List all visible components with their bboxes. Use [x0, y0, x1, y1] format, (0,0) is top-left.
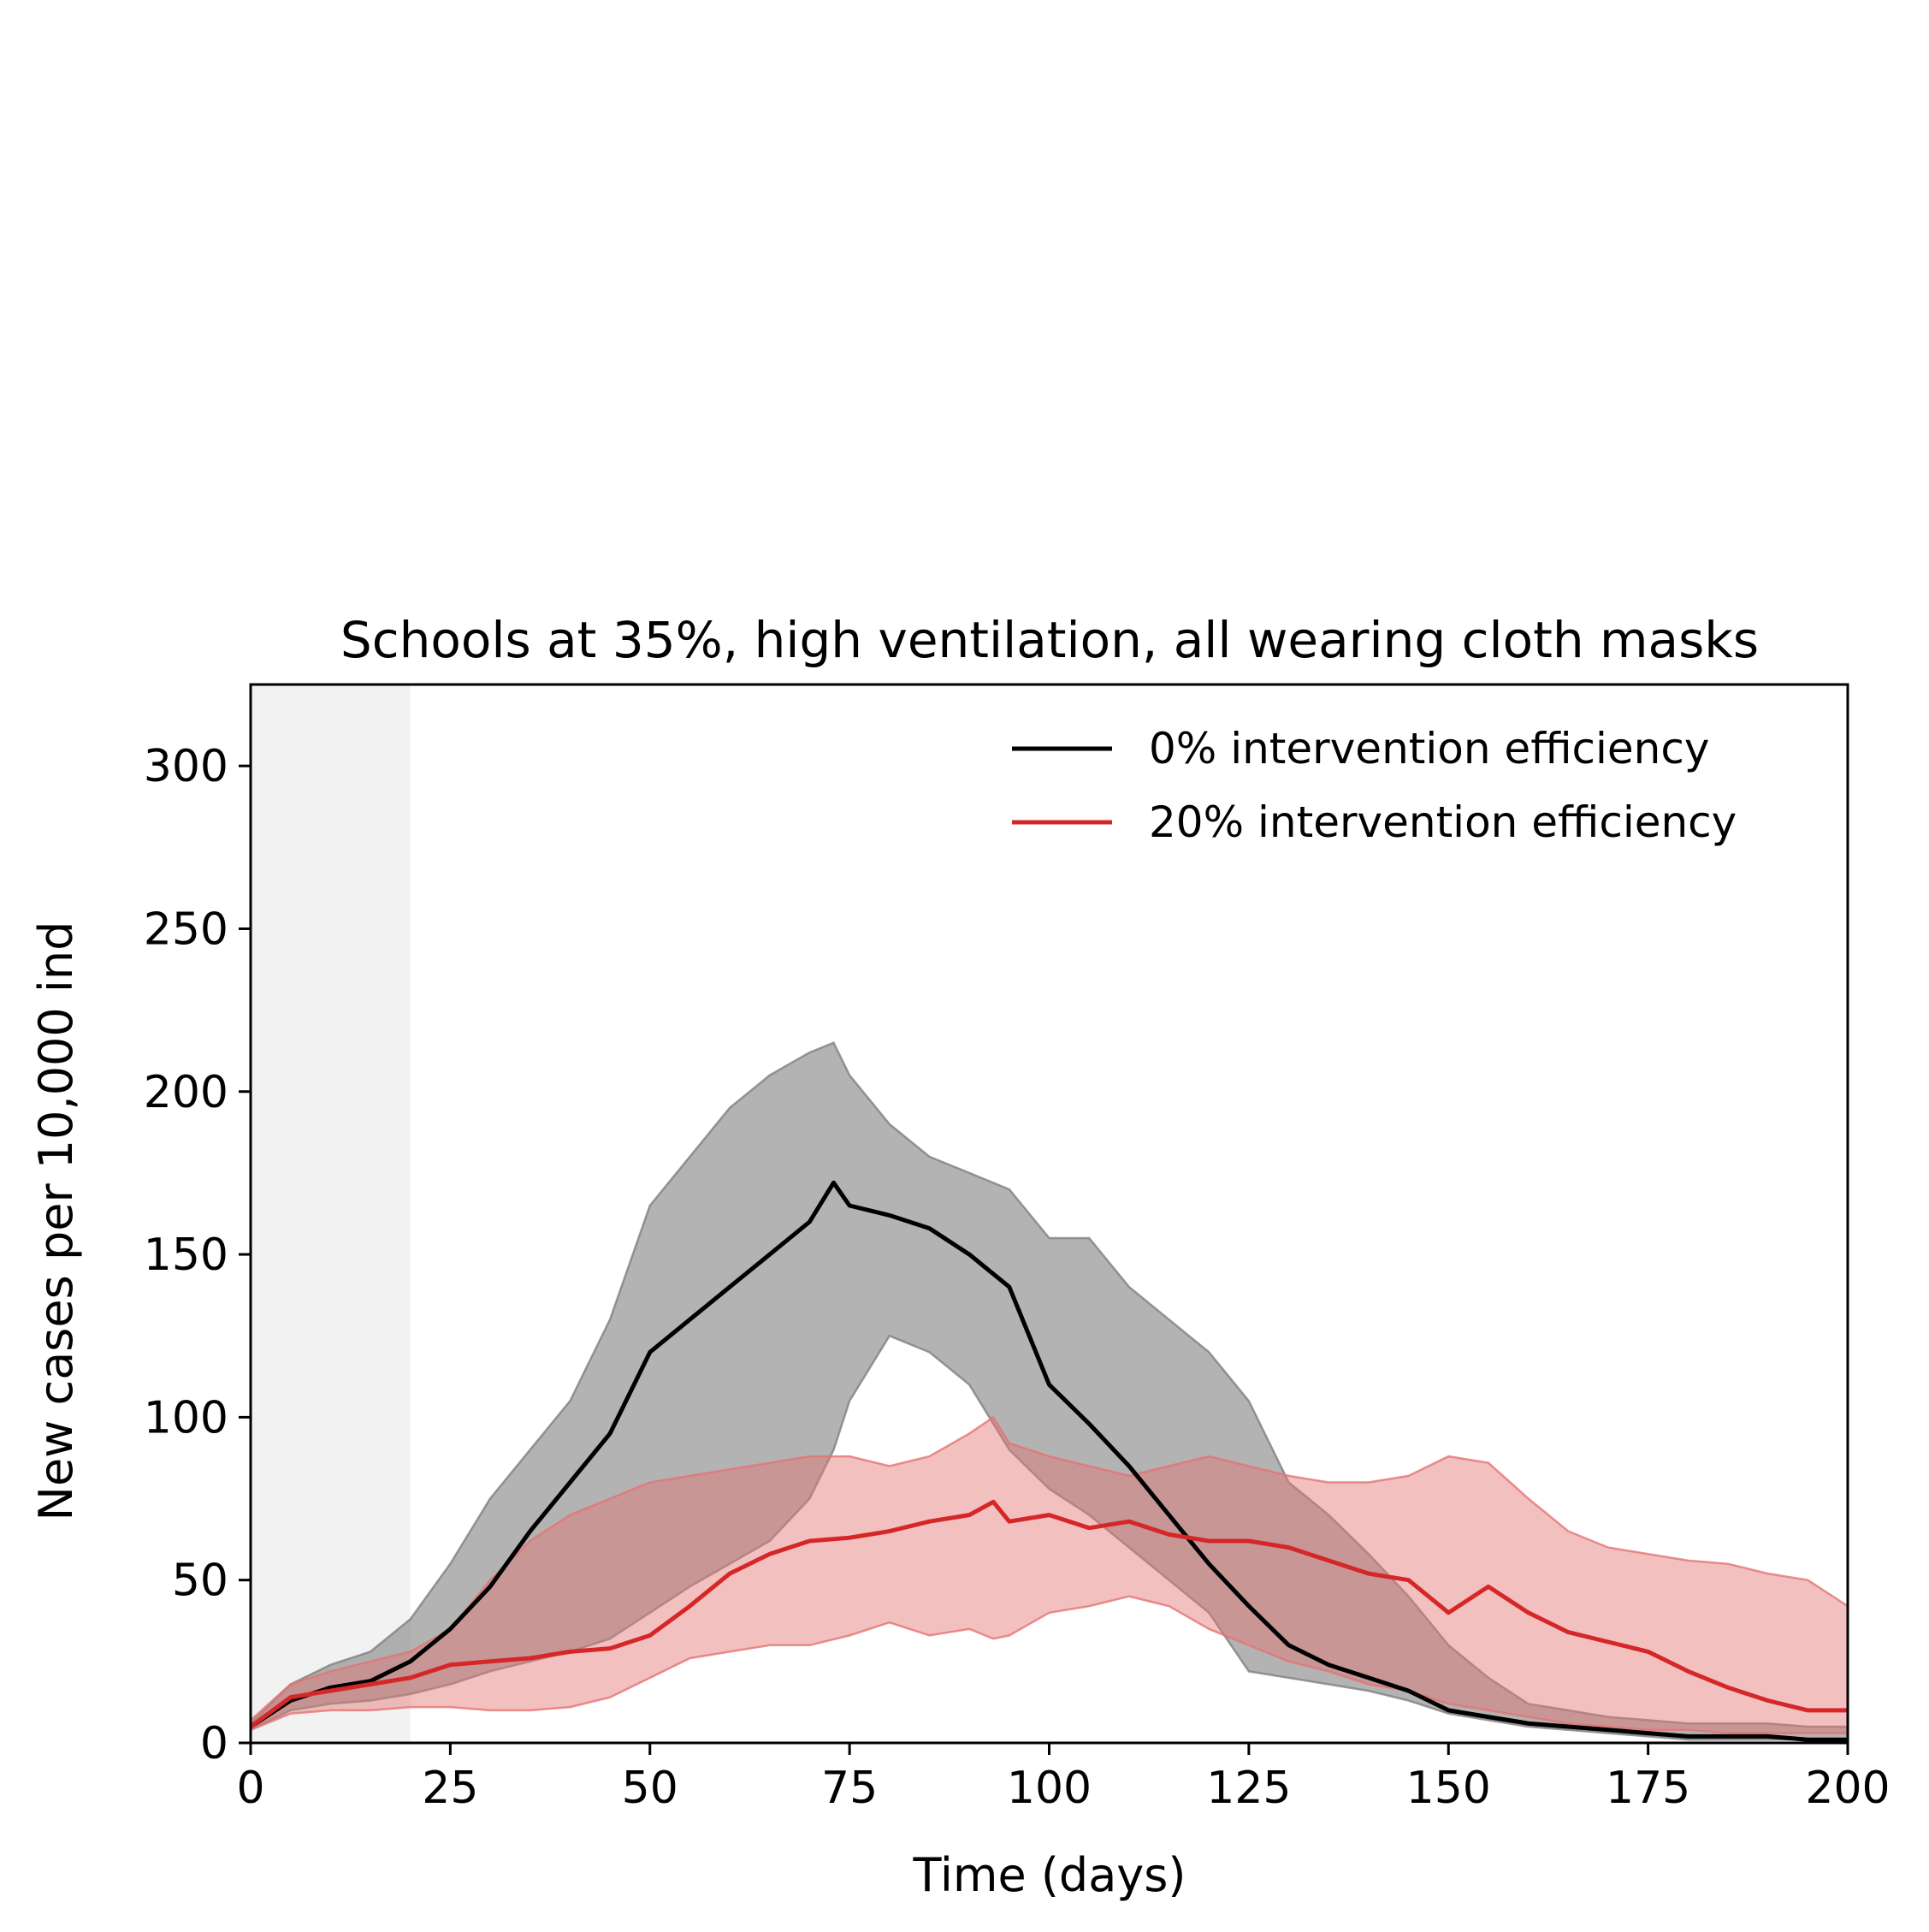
y-tick-label: 200: [144, 1067, 228, 1118]
series-1-band: [251, 1417, 1848, 1733]
x-tick-label: 200: [1805, 1763, 1890, 1814]
x-axis-label: Time (days): [913, 1848, 1186, 1902]
plot-area: 0 25 50 75 100 125 150 175 200 0 50 100 150 200 250 300: [144, 683, 1891, 1814]
y-axis-label: New cases per 10,000 ind: [29, 922, 83, 1521]
legend-label-0: 0% intervention efficiency: [1149, 724, 1709, 773]
x-tick-label: 25: [422, 1763, 478, 1814]
series-1-band-lower: [251, 1595, 1848, 1734]
x-tick-label: 75: [821, 1763, 878, 1814]
y-tick-label: 100: [144, 1392, 228, 1443]
series-0-band: [251, 1042, 1848, 1743]
series-1-band-upper: [251, 1415, 1848, 1722]
series-layer: [251, 1041, 1848, 1743]
x-tick-label: 150: [1406, 1763, 1491, 1814]
y-tick-label: 300: [144, 741, 228, 792]
legend-label-1: 20% intervention efficiency: [1149, 797, 1737, 847]
series-0-band-upper: [251, 1041, 1848, 1728]
y-tick-label: 150: [144, 1230, 228, 1281]
warmup-shaded-region: [251, 684, 411, 1743]
y-tick-label: 250: [144, 904, 228, 955]
series-1-line: [251, 1499, 1848, 1729]
x-tick-label: 100: [1007, 1763, 1092, 1814]
y-tick-label: 50: [172, 1556, 228, 1607]
series-0-band-lower: [251, 1334, 1848, 1743]
x-tick-label: 0: [236, 1763, 264, 1814]
series-0-line: [251, 1180, 1848, 1742]
legend: 0% intervention efficiency 20% interventi…: [1012, 724, 1737, 847]
chart-title: Schools at 35%, high ventilation, all we…: [340, 611, 1759, 669]
y-tick-label: 0: [200, 1718, 228, 1769]
x-tick-label: 125: [1206, 1763, 1291, 1814]
x-tick-label: 175: [1606, 1763, 1690, 1814]
x-tick-label: 50: [622, 1763, 678, 1814]
